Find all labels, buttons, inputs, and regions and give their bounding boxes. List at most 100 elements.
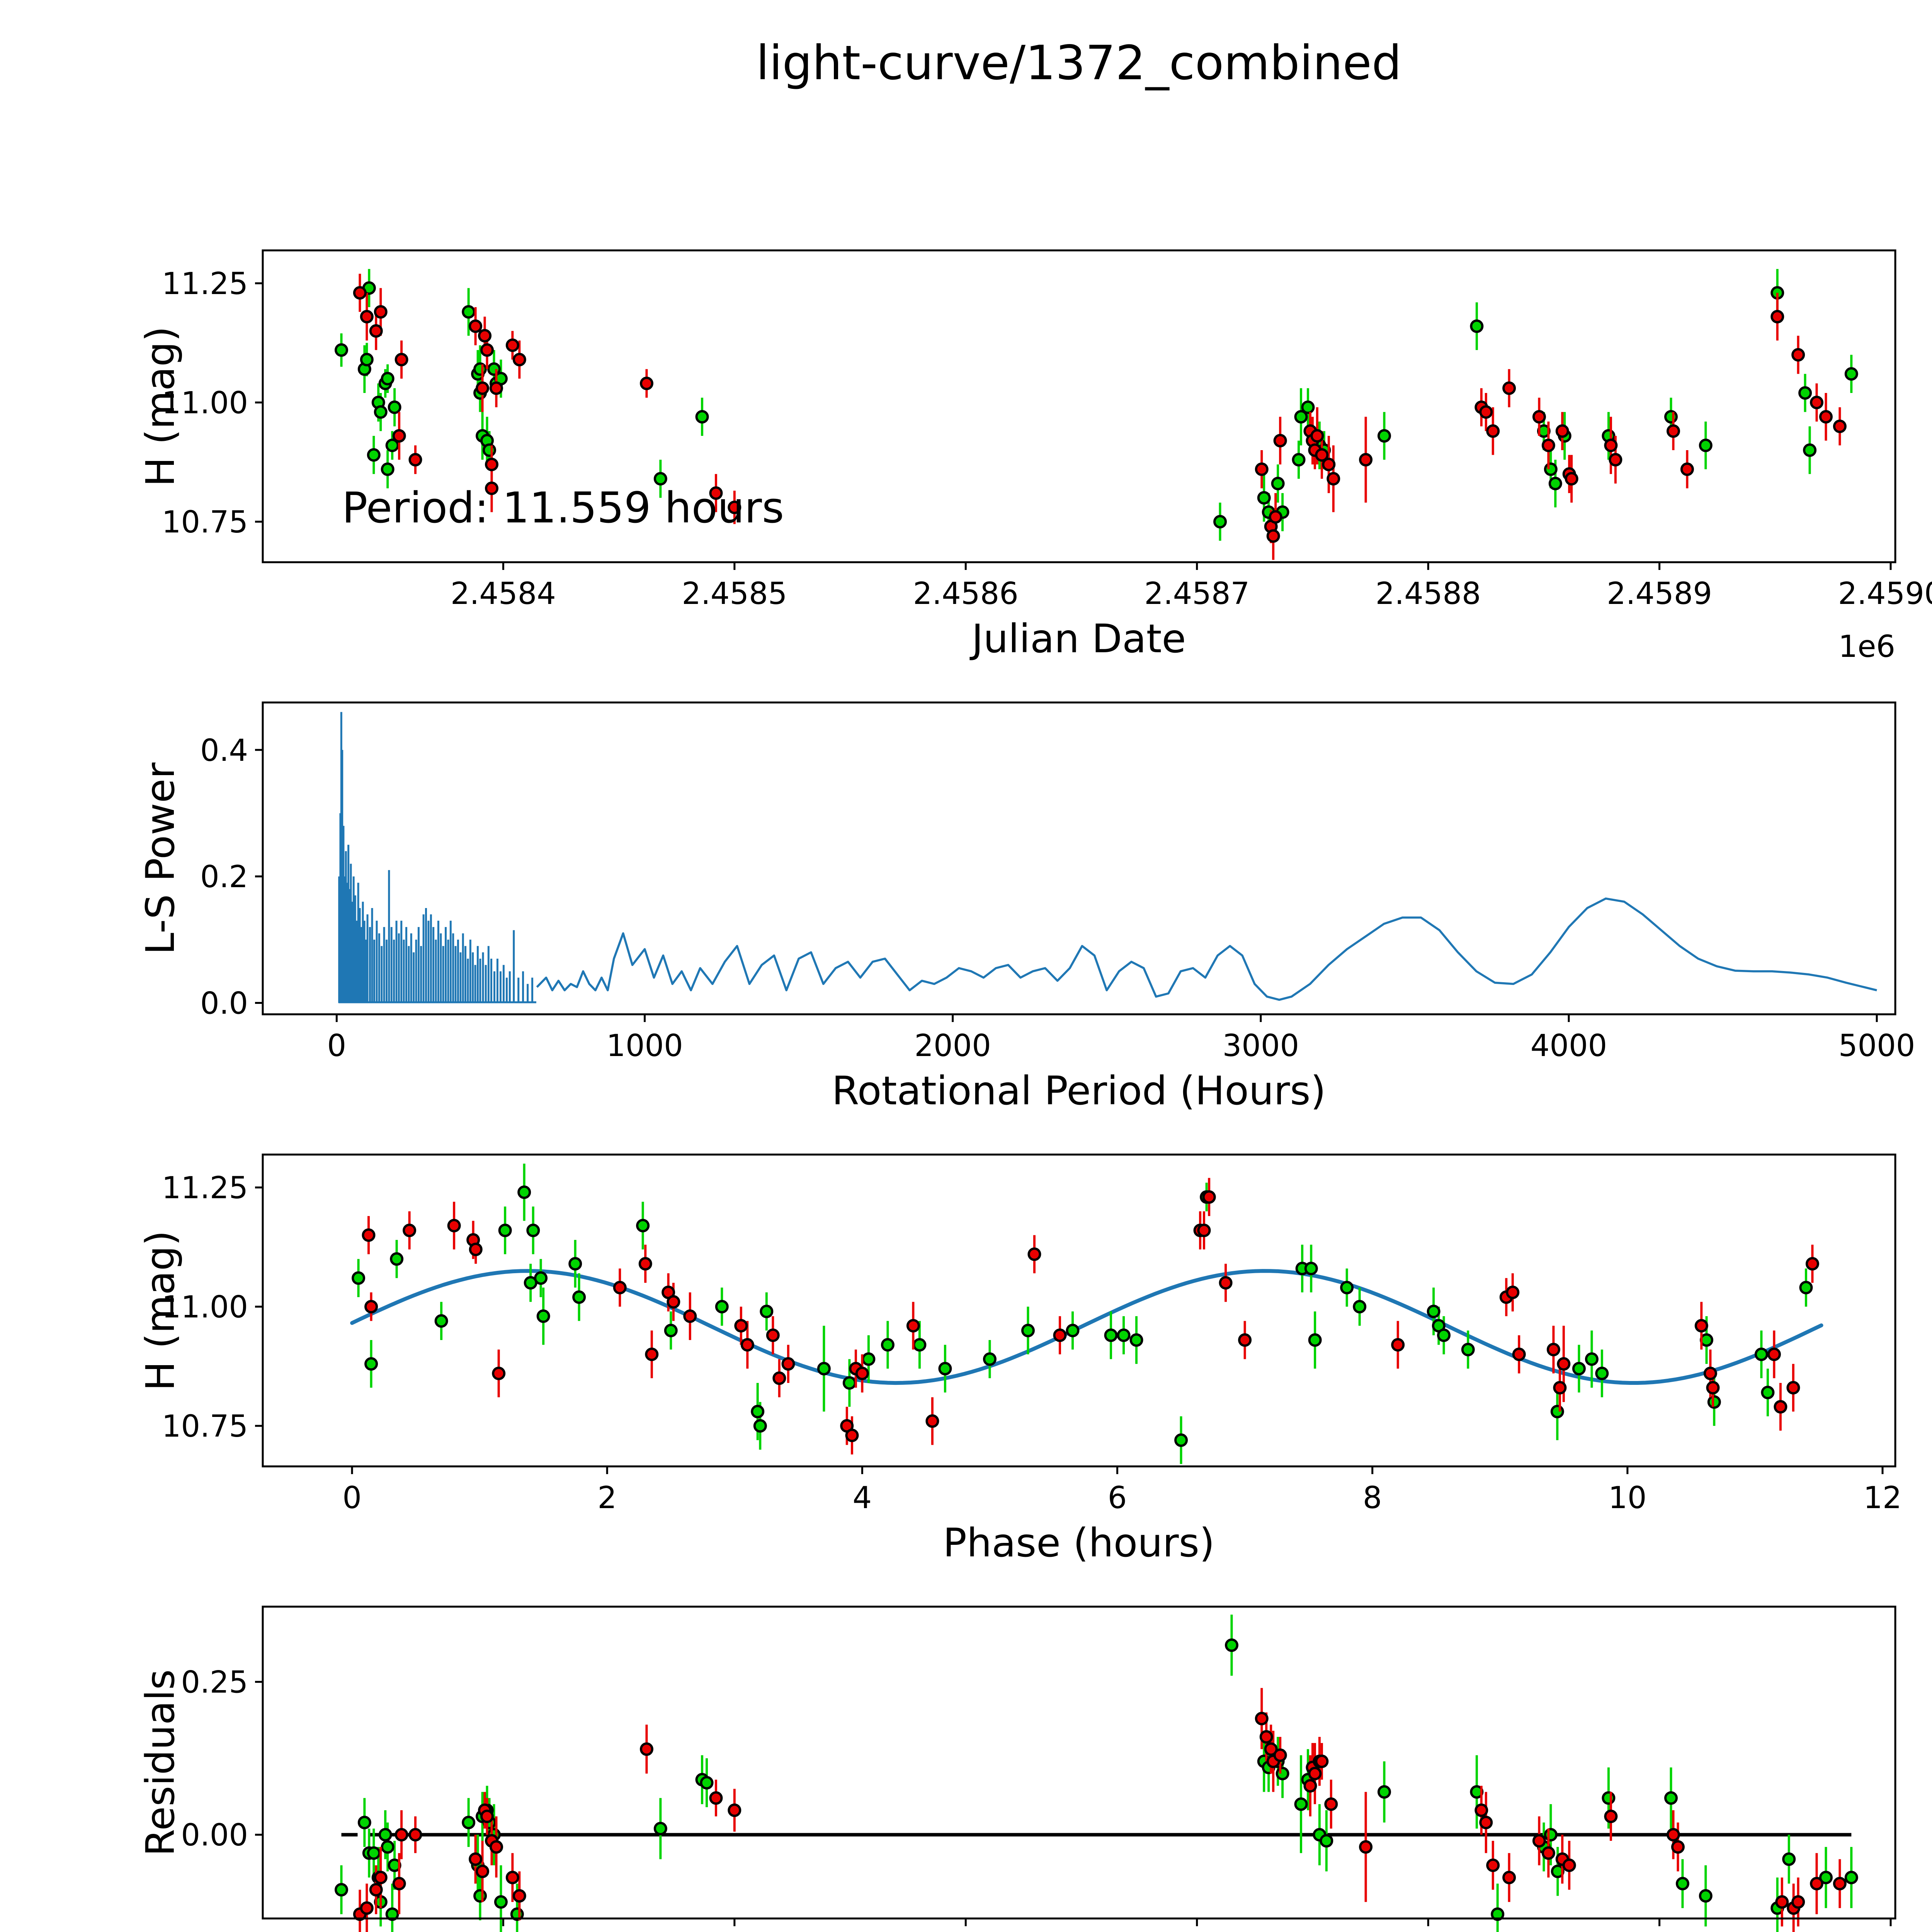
data-point: [395, 1828, 408, 1842]
data-point: [473, 1889, 487, 1903]
data-point: [478, 329, 492, 343]
data-point: [1609, 453, 1622, 467]
x-tick-label: 3000: [1223, 1029, 1299, 1063]
data-point: [447, 1219, 461, 1233]
y-tick-label: 0.0: [200, 986, 248, 1021]
data-point: [938, 1362, 952, 1376]
data-point: [1027, 1247, 1041, 1261]
x-tick-label: 10: [1608, 1481, 1646, 1515]
data-point: [489, 1840, 503, 1854]
series-red-observations: [362, 1178, 1819, 1455]
data-point: [369, 1883, 383, 1897]
data-point: [369, 324, 383, 338]
x-tick-label: 6: [1108, 1481, 1127, 1515]
data-point: [683, 1309, 697, 1323]
series-green-residuals: [334, 1614, 1858, 1932]
data-point: [385, 439, 399, 452]
data-point: [1259, 1730, 1273, 1744]
x-tick-label: 8: [1363, 1481, 1382, 1515]
data-point: [1213, 515, 1227, 529]
data-point: [374, 1871, 388, 1884]
data-point: [392, 1877, 406, 1891]
data-point: [1604, 439, 1618, 452]
data-point: [1276, 1767, 1289, 1781]
data-point: [906, 1319, 920, 1333]
data-point: [1359, 1840, 1373, 1854]
data-point: [1359, 453, 1373, 467]
data-point: [715, 1300, 729, 1314]
data-point: [469, 1852, 483, 1866]
data-point: [1308, 1333, 1322, 1347]
data-point: [1680, 462, 1694, 476]
series-green-observations: [334, 269, 1858, 541]
data-point: [925, 1414, 939, 1428]
y-tick-label: 10.75: [162, 1409, 248, 1444]
data-point: [498, 1223, 512, 1237]
data-point: [1197, 1223, 1211, 1237]
data-point: [1322, 457, 1336, 471]
data-point: [1782, 1852, 1796, 1866]
x-tick-label: 2.4588: [1376, 577, 1481, 611]
data-point: [1664, 410, 1678, 424]
data-point: [360, 310, 374, 324]
y-tick-label: 0.4: [200, 733, 248, 768]
data-point: [1475, 1803, 1488, 1817]
y-tick-label: 0.25: [181, 1665, 248, 1700]
axis-offset-lightcurve: 1e6: [1838, 629, 1895, 664]
data-point: [378, 1828, 392, 1842]
axes-spines: [262, 1605, 1896, 1920]
axis-label-y-lightcurve: H (mag): [138, 326, 184, 486]
data-point: [1104, 1328, 1118, 1342]
data-point: [469, 1243, 483, 1257]
data-point: [1546, 1343, 1560, 1357]
panel-light-curve: 2.4584 2.4585 2.4586 2.4587 2.4588 2.4589 2.45…: [162, 249, 1932, 611]
data-point: [1269, 510, 1282, 524]
data-point: [1301, 400, 1315, 414]
data-point: [1675, 1877, 1689, 1891]
data-point: [572, 1290, 586, 1304]
axis-label-y-periodogram: L-S Power: [138, 762, 184, 954]
data-point: [357, 1816, 371, 1830]
data-point: [1324, 1797, 1338, 1811]
data-point: [360, 353, 374, 367]
data-point: [1786, 1381, 1800, 1395]
panel-periodogram: 0 1000 2000 3000 4000 5000 0.0 0.2 0.4: [200, 701, 1915, 1063]
data-point: [1541, 1846, 1555, 1860]
data-point: [1833, 419, 1847, 433]
data-point: [534, 1271, 548, 1285]
data-point: [1304, 1262, 1318, 1276]
data-point: [1255, 1712, 1269, 1726]
data-point: [1294, 1797, 1308, 1811]
data-point: [1315, 1754, 1329, 1768]
data-point: [517, 1185, 531, 1199]
data-point: [1491, 1907, 1505, 1921]
x-tick-label: 0: [342, 1481, 362, 1515]
x-tick-label: 2.4590: [1838, 577, 1932, 611]
data-point: [639, 376, 653, 390]
data-point: [505, 1871, 519, 1884]
data-point: [1502, 381, 1516, 395]
x-tick-label: 1000: [606, 1029, 683, 1063]
data-point: [1257, 491, 1271, 505]
data-point: [1486, 1858, 1500, 1872]
x-tick-label: 2.4584: [451, 577, 556, 611]
data-point: [1502, 1871, 1516, 1884]
data-point: [645, 1347, 659, 1361]
data-point: [1340, 1281, 1354, 1294]
period-annotation: Period: 11.559 hours: [342, 483, 784, 532]
data-point: [353, 286, 367, 300]
y-tick-label: 0.2: [200, 860, 248, 895]
series-green-observations: [352, 1163, 1813, 1464]
data-point: [494, 1895, 508, 1909]
data-point: [395, 353, 408, 367]
data-point: [1486, 424, 1500, 438]
data-point: [374, 305, 388, 319]
data-point: [1694, 1319, 1708, 1333]
data-point: [1310, 429, 1324, 443]
y-tick-label: 0.00: [181, 1818, 248, 1853]
x-tick-label: 2000: [914, 1029, 991, 1063]
data-point: [403, 1223, 417, 1237]
data-point: [462, 305, 476, 319]
axis-label-y-phase: H (mag): [138, 1230, 184, 1391]
